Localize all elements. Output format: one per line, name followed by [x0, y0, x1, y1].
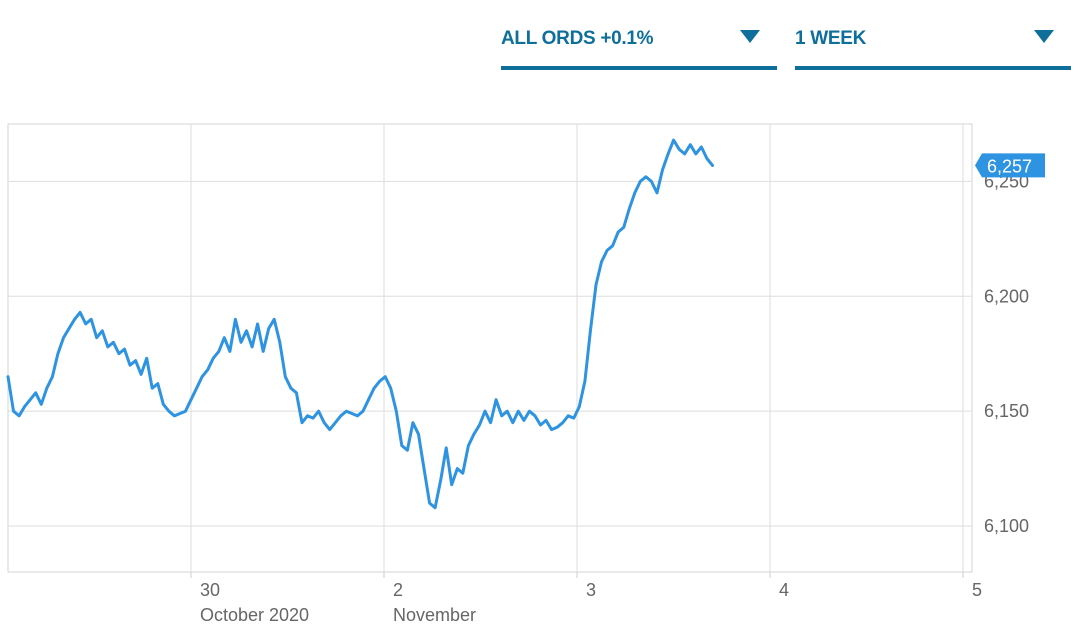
x-tick-sublabel: October 2020 — [200, 605, 309, 625]
chart-grid — [7, 123, 973, 573]
plot-frame — [7, 123, 973, 573]
x-tick-label: 3 — [586, 580, 596, 600]
last-value-label: 6,257 — [987, 156, 1032, 176]
price-line — [6, 138, 714, 510]
chart-series — [6, 138, 714, 510]
x-tick-label: 4 — [779, 580, 789, 600]
index-selector-label: ALL ORDS +0.1% — [501, 28, 654, 49]
y-tick-label: 6,150 — [984, 401, 1029, 421]
y-tick-label: 6,200 — [984, 286, 1029, 306]
last-value-flag — [975, 153, 1045, 178]
time-range-label: 1 WEEK — [795, 28, 867, 49]
x-tick-sublabel: November — [393, 605, 476, 625]
time-range-dropdown[interactable]: 1 WEEK — [795, 22, 1071, 70]
last-value-marker: 6,257 — [975, 153, 1045, 178]
x-tick-label: 30 — [200, 580, 220, 600]
y-tick-label: 6,100 — [984, 516, 1029, 536]
index-selector-underline — [501, 66, 777, 70]
index-selector-dropdown[interactable]: ALL ORDS +0.1% — [501, 22, 777, 70]
x-tick-label: 2 — [393, 580, 403, 600]
caret-down-icon — [1034, 30, 1054, 43]
time-range-underline — [795, 66, 1071, 70]
caret-down-icon — [740, 30, 760, 43]
x-tick-label: 5 — [972, 580, 982, 600]
